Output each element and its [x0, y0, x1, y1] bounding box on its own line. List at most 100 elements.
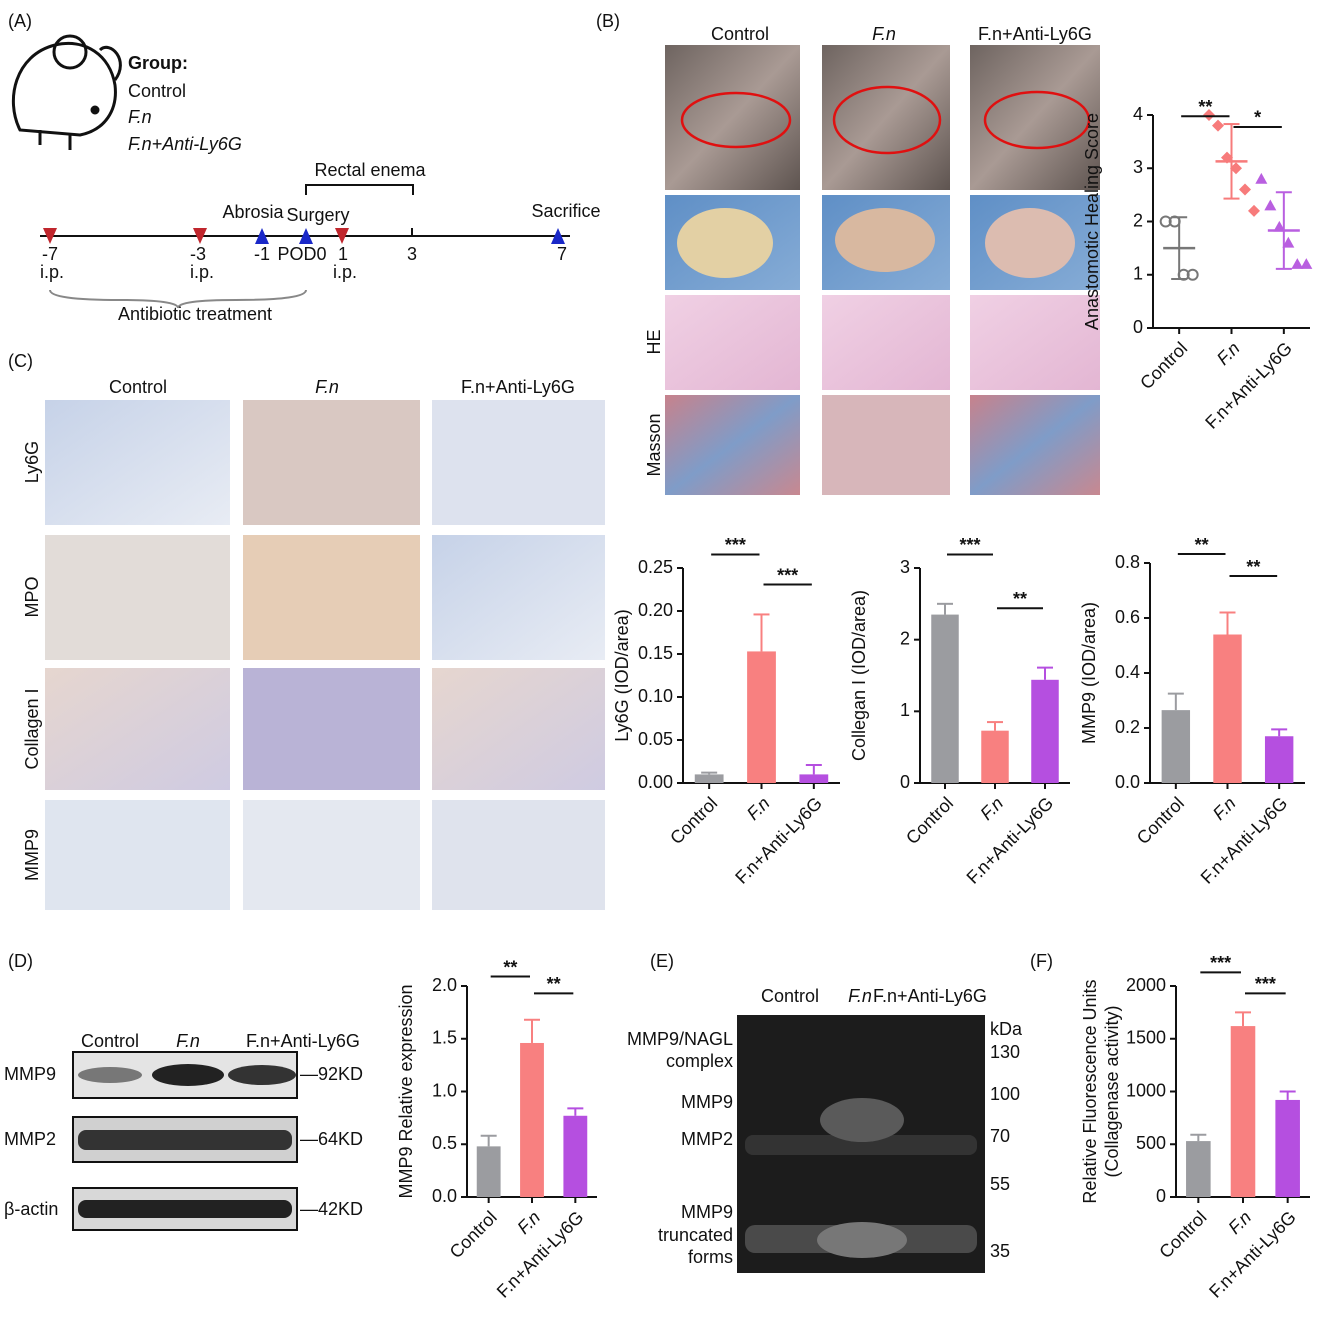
dot-point [1212, 119, 1224, 132]
timeline-day: POD0 [277, 244, 326, 264]
band-label: truncated [658, 1225, 733, 1245]
y-tick-label: 0.0 [432, 1186, 457, 1206]
band-label: forms [688, 1247, 733, 1267]
blot-row: MMP9 [4, 1064, 56, 1084]
ip-label: i.p. [40, 262, 64, 282]
timeline-day: -7 [42, 244, 58, 264]
y-tick-label: 0.15 [638, 643, 673, 663]
antibiotic-label: Antibiotic treatment [118, 304, 272, 324]
bar [1213, 634, 1242, 783]
x-tick-label: F.n [1224, 1207, 1255, 1238]
bar [981, 730, 1009, 783]
panel-label: (C) [8, 351, 33, 371]
blot-size: —64KD [300, 1129, 363, 1149]
timeline-day: 1 [338, 244, 348, 264]
blot-size: —92KD [300, 1064, 363, 1084]
y-tick-label: 2.0 [432, 975, 457, 995]
marker-label: kDa [990, 1019, 1023, 1039]
significance-label: ** [547, 974, 561, 994]
bar [694, 774, 724, 783]
y-tick-label: 2 [1133, 210, 1143, 230]
event-label: Surgery [286, 205, 349, 225]
y-tick-label: 0.2 [1115, 717, 1140, 737]
timeline-day: 3 [407, 244, 417, 264]
group-title: Group: [128, 53, 188, 73]
ip-label: i.p. [333, 262, 357, 282]
x-tick-label: Control [1155, 1207, 1210, 1262]
lane-label: F.n+Anti-Ly6G [246, 1031, 360, 1051]
blot-row: β-actin [4, 1199, 58, 1219]
bar [747, 651, 776, 783]
significance-label: *** [725, 535, 746, 555]
row-label: Masson [644, 413, 664, 476]
y-tick-label: 3 [1133, 157, 1143, 177]
significance-label: ** [1246, 557, 1260, 577]
y-tick-label: 0.4 [1115, 662, 1140, 682]
row-label: Ly6G [22, 441, 42, 483]
micrograph-grid-c [45, 400, 605, 910]
x-tick-label: F.n [1209, 793, 1240, 824]
y-tick-label: 1000 [1126, 1080, 1166, 1100]
marker-label: 70 [990, 1126, 1010, 1146]
x-tick-label: F.n [513, 1207, 544, 1238]
x-tick-label: Control [1136, 338, 1191, 393]
significance-label: *** [777, 565, 798, 585]
x-tick-label: Control [666, 793, 721, 848]
y-tick-label: 2 [900, 628, 910, 648]
event-label: Abrosia [222, 202, 284, 222]
column-header: F.n+Anti-Ly6G [978, 24, 1092, 44]
x-tick-label: F.n+Anti-Ly6G [963, 793, 1058, 888]
timeline-day: -3 [190, 244, 206, 264]
panel-label: (A) [8, 11, 32, 31]
dot-point [1291, 258, 1304, 269]
significance-label: *** [1210, 953, 1231, 973]
ip-label: i.p. [190, 262, 214, 282]
y-axis-label: (Collagenase activity) [1102, 1005, 1122, 1177]
row-label: MMP9 [22, 829, 42, 881]
row-label: MPO [22, 576, 42, 617]
blot-row: MMP2 [4, 1129, 56, 1149]
bar [1230, 1026, 1256, 1197]
group-name: F.n+Anti-Ly6G [128, 134, 242, 154]
bar [1264, 736, 1294, 783]
bar [1161, 710, 1191, 783]
bar [799, 774, 829, 783]
significance-label: * [1254, 108, 1261, 128]
x-tick-label: Control [902, 793, 957, 848]
y-tick-label: 1.0 [432, 1080, 457, 1100]
photo-grid-b [665, 45, 1100, 495]
y-axis-label: Collegan I (IOD/area) [849, 590, 869, 761]
y-axis-label: Relative Fluorescence Units [1080, 979, 1100, 1203]
bar [1031, 679, 1059, 783]
y-tick-label: 1500 [1126, 1028, 1166, 1048]
y-tick-label: 0.6 [1115, 607, 1140, 627]
western-blot [72, 1051, 298, 1231]
band-label: MMP9 [681, 1092, 733, 1112]
x-tick-label: F.n [743, 793, 774, 824]
group-name: Control [128, 81, 186, 101]
x-tick-label: Control [446, 1207, 501, 1262]
dot-point [1255, 172, 1268, 184]
column-header: F.n [872, 24, 896, 44]
blot-size: —42KD [300, 1199, 363, 1219]
row-label: Collagen I [22, 688, 42, 769]
marker-label: 100 [990, 1084, 1020, 1104]
panel-label: (E) [650, 951, 674, 971]
group-name: F.n [128, 107, 152, 127]
column-header: Control [711, 24, 769, 44]
y-tick-label: 1 [1133, 264, 1143, 284]
mouse-icon [11, 34, 122, 150]
zymogram-gel [737, 1015, 985, 1273]
lane-label: F.n+Anti-Ly6G [873, 986, 987, 1006]
y-tick-label: 0 [900, 772, 910, 792]
y-tick-label: 1.5 [432, 1028, 457, 1048]
y-tick-label: 4 [1133, 104, 1143, 124]
lane-label: Control [761, 986, 819, 1006]
y-axis-label: MMP9 Relative expression [396, 984, 416, 1198]
dot-point [1239, 183, 1251, 196]
panel-label: (B) [596, 11, 620, 31]
panel-label: (F) [1030, 951, 1053, 971]
rectal-enema: Rectal enema [314, 160, 426, 180]
bar [931, 614, 959, 783]
